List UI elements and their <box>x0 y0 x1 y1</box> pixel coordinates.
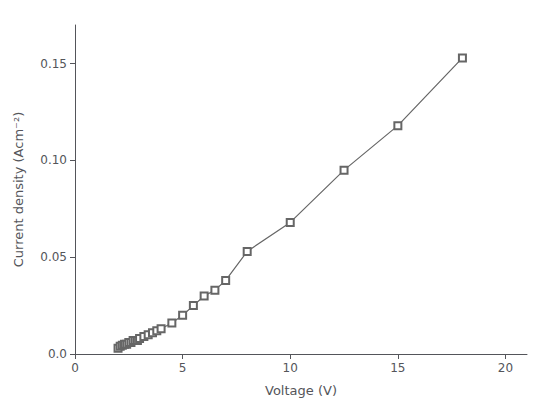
svg-text:5: 5 <box>179 361 187 375</box>
svg-text:15: 15 <box>390 361 405 375</box>
svg-text:20: 20 <box>498 361 513 375</box>
svg-text:0.05: 0.05 <box>40 250 67 264</box>
svg-text:Voltage (V): Voltage (V) <box>265 383 337 398</box>
svg-text:Current density (Acm⁻²): Current density (Acm⁻²) <box>11 112 26 267</box>
svg-text:0: 0 <box>71 361 79 375</box>
svg-text:0.0: 0.0 <box>48 347 67 361</box>
svg-text:0.10: 0.10 <box>40 153 67 167</box>
svg-text:0.15: 0.15 <box>40 57 67 71</box>
svg-text:10: 10 <box>283 361 298 375</box>
